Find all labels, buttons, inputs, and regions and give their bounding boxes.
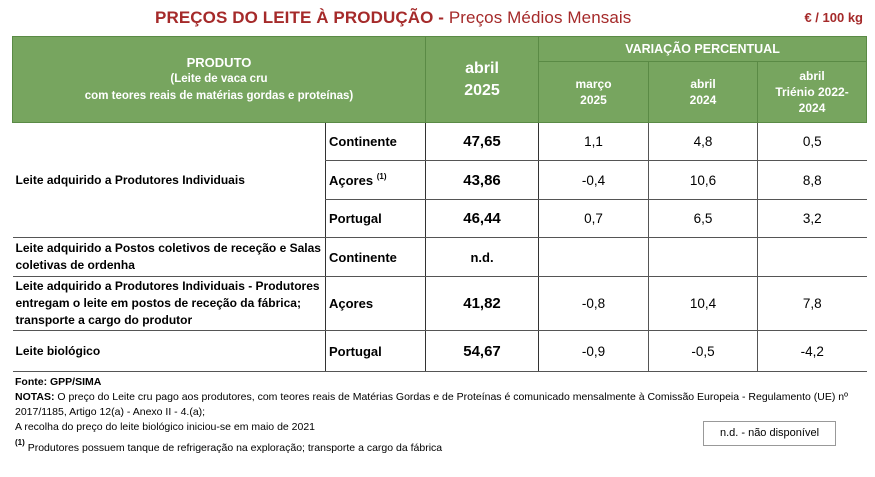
header-col3-line1: abril [799,69,825,83]
footnote-text: Produtores possuem tanque de refrigeraçã… [24,442,443,454]
var-cell: 0,7 [538,199,650,238]
var-cell: 10,6 [648,160,759,200]
header-col-abril-2024: abril 2024 [648,61,759,123]
subtitle: Preços Médios Mensais [448,8,632,27]
prices-table: PRODUTO (Leite de vaca cru com teores re… [11,36,868,372]
product-individuais: Leite adquirido a Produtores Individuais [12,122,326,238]
price-cell: 43,86 [425,160,540,200]
var-cell: 8,8 [757,160,867,200]
header-produto-sub1: (Leite de vaca cru [170,73,268,85]
product-fabrica: Leite adquirido a Produtores Individuais… [12,276,326,331]
region-acores: Açores (1) [324,160,427,200]
source-note: Fonte: GPP/SIMA [15,376,102,388]
var-cell: 6,5 [648,199,759,238]
var-cell [757,237,867,277]
header-col3-line3: 2024 [798,101,826,115]
notas-text: O preço do Leite cru pago aos produtores… [15,391,848,418]
var-cell: 7,8 [757,276,867,331]
var-cell: 3,2 [757,199,867,238]
var-cell [538,237,650,277]
price-cell: n.d. [425,237,540,277]
var-cell: 4,8 [648,122,759,161]
var-cell [648,237,759,277]
page-title: PREÇOS DO LEITE À PRODUÇÃO - Preços Médi… [155,8,631,28]
price-cell: 46,44 [425,199,540,238]
header-col-abril-trienio: abril Triénio 2022- 2024 [757,61,868,123]
table-row: Portugal 46,44 0,7 6,5 3,2 [13,199,867,238]
table-row: Leite adquirido a Produtores Individuais… [12,122,867,238]
product-biologico: Leite biológico [12,330,326,372]
notes-section: Fonte: GPP/SIMA NOTAS: O preço do Leite … [15,375,865,456]
var-cell: 1,1 [538,122,650,161]
var-cell: 10,4 [648,276,759,331]
header-period-month: abril [465,59,499,77]
region-continente: Continente [324,237,427,277]
price-cell: 41,82 [425,276,540,331]
region-acores-label: Açores [329,173,374,188]
unit-label: € / 100 kg [804,10,863,25]
notas-paragraph: NOTAS: O preço do Leite cru pago aos pro… [15,390,865,420]
region-continente: Continente [324,122,427,161]
var-cell: -0,9 [538,330,650,372]
notas-label: NOTAS: [15,391,55,403]
table-row: Leite biológico Portugal 54,67 -0,9 -0,5… [12,330,867,372]
footnote-mark: (1) [15,438,25,447]
region-portugal: Portugal [324,199,427,238]
var-cell: -0,8 [538,276,650,331]
header-produto-label: PRODUTO [186,55,252,70]
footnote: (1) Produtores possuem tanque de refrige… [15,435,865,456]
var-cell: -0,5 [648,330,759,372]
title-text: PREÇOS DO LEITE À PRODUÇÃO [155,8,434,27]
title-bar: PREÇOS DO LEITE À PRODUÇÃO - Preços Médi… [0,8,875,32]
price-cell: 47,65 [425,122,540,161]
table-row: Leite adquirido a Produtores Individuais… [12,276,867,331]
price-cell: 54,67 [425,330,540,372]
header-col3-line2: Triénio 2022- [775,85,849,99]
header-col2-line1: abril [690,77,716,91]
table-row: Açores (1) 43,86 -0,4 10,6 8,8 [13,160,867,200]
var-cell: 0,5 [757,122,867,161]
header-col1-line2: 2025 [580,93,607,107]
header-produto-sub2: com teores reais de matérias gordas e pr… [84,90,354,102]
header-period: abril 2025 [425,36,540,123]
title-separator: - [433,8,449,27]
product-postos: Leite adquirido a Postos coletivos de re… [12,237,326,277]
region-portugal: Portugal [324,330,427,372]
nd-legend-box: n.d. - não disponível [703,421,836,446]
table-row: Leite adquirido a Postos coletivos de re… [12,237,867,277]
footnote-marker: (1) [376,172,387,181]
header-period-year: 2025 [464,81,500,99]
header-produto: PRODUTO (Leite de vaca cru com teores re… [11,36,427,123]
header-col1-line1: março [575,77,612,91]
biologico-note: A recolha do preço do leite biológico in… [15,421,316,433]
header-variacao: VARIAÇÃO PERCENTUAL [538,36,868,62]
header-col-marco-2025: março 2025 [538,61,650,123]
region-acores: Açores [324,276,427,331]
var-cell: -0,4 [538,160,650,200]
header-col2-line2: 2024 [689,93,717,107]
var-cell: -4,2 [757,330,867,372]
